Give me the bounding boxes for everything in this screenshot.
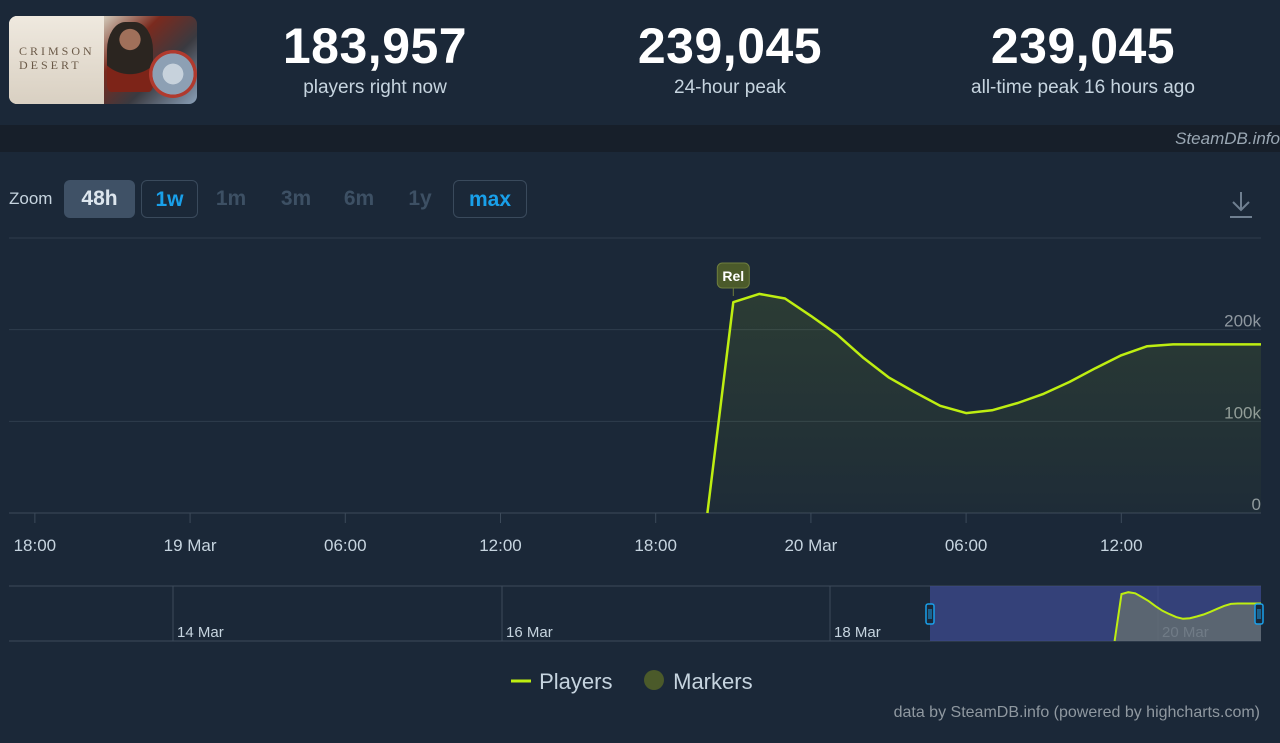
stat-all-time-peak: 239,045 all-time peak 16 hours ago: [953, 18, 1213, 100]
zoom-1w-button[interactable]: 1w: [141, 180, 198, 218]
peak-24h-value: 239,045: [637, 18, 823, 74]
release-marker-label: Rel: [722, 268, 744, 284]
legend-item-players[interactable]: Players: [511, 668, 612, 696]
peak-24h-label: 24-hour peak: [674, 77, 786, 98]
legend-item-markers[interactable]: Markers: [643, 668, 753, 696]
stat-24h-peak: 239,045 24-hour peak: [610, 18, 850, 100]
zoom-1y-button[interactable]: 1y: [408, 187, 432, 210]
chart-legend: Players Markers: [0, 668, 1280, 698]
legend-markers-swatch: [644, 670, 664, 690]
navigator-series-area: [1114, 592, 1261, 641]
cover-background: [9, 16, 104, 104]
x-tick-label: 06:00: [324, 536, 367, 555]
chart-credits[interactable]: data by SteamDB.info (powered by highcha…: [893, 704, 1260, 721]
navigator-tick-label: 14 Mar: [177, 624, 224, 641]
x-tick-label: 12:00: [479, 536, 522, 555]
navigator-left-handle[interactable]: [925, 603, 935, 625]
legend-players-swatch: [511, 679, 531, 683]
legend-players-label: Players: [539, 669, 613, 694]
players-area: [707, 293, 1261, 513]
zoom-1m-button[interactable]: 1m: [215, 187, 247, 210]
stat-current-players: 183,957 players right now: [265, 18, 485, 100]
game-cover-image[interactable]: CRIMSON DESERT: [9, 16, 197, 104]
header-divider-strip: [0, 125, 1280, 152]
navigator-tick-label: 18 Mar: [834, 624, 881, 641]
cover-figure: [107, 22, 153, 92]
all-time-peak-value: 239,045: [990, 18, 1176, 74]
header: CRIMSON DESERT 183,957 players right now …: [0, 0, 1280, 125]
cover-title-text: CRIMSON DESERT: [19, 44, 95, 72]
zoom-3m-button[interactable]: 3m: [280, 187, 312, 210]
zoom-48h-button[interactable]: 48h: [64, 180, 135, 218]
legend-markers-label: Markers: [673, 669, 753, 694]
navigator-tick-label: 16 Mar: [506, 624, 553, 641]
download-icon[interactable]: [1228, 190, 1254, 220]
all-time-peak-label: all-time peak 16 hours ago: [971, 77, 1195, 98]
x-tick-label: 20 Mar: [784, 536, 837, 555]
current-players-label: players right now: [303, 77, 447, 98]
release-marker: Rel: [716, 262, 750, 296]
y-tick-label: 200k: [1224, 312, 1261, 331]
zoom-6m-button[interactable]: 6m: [343, 187, 375, 210]
zoom-label: Zoom: [9, 189, 53, 208]
cover-shield: [149, 50, 197, 98]
x-tick-label: 19 Mar: [164, 536, 217, 555]
x-tick-label: 06:00: [945, 536, 988, 555]
x-tick-label: 12:00: [1100, 536, 1143, 555]
current-players-value: 183,957: [282, 18, 468, 74]
players-line: [706, 292, 1261, 514]
navigator-series-line: [1113, 591, 1261, 642]
x-tick-label: 18:00: [634, 536, 677, 555]
steamdb-watermark: SteamDB.info: [1175, 129, 1280, 148]
x-tick-label: 18:00: [14, 536, 57, 555]
navigator-right-handle[interactable]: [1254, 603, 1264, 625]
zoom-max-button[interactable]: max: [453, 180, 527, 218]
